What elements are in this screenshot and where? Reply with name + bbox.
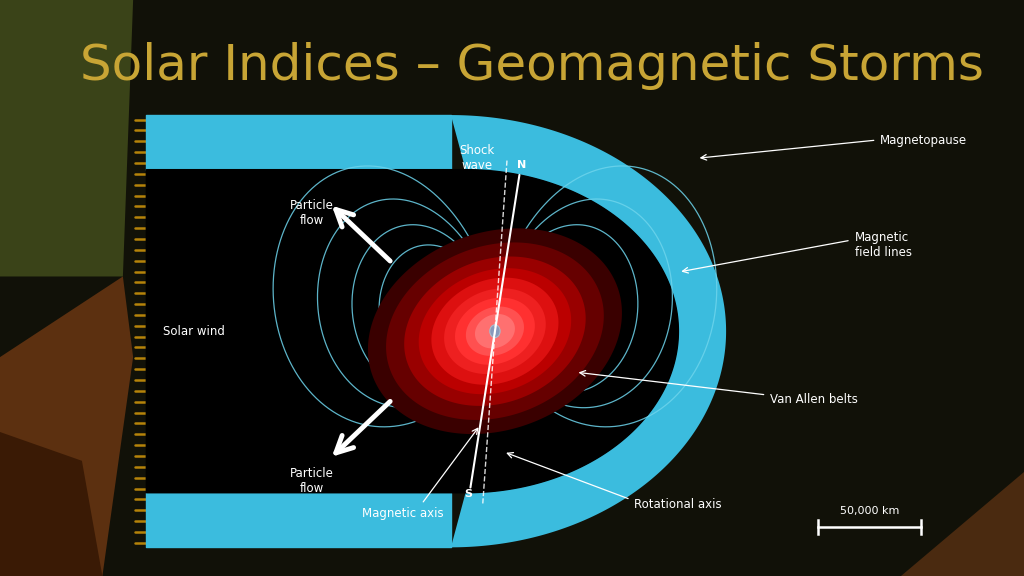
Polygon shape (455, 298, 535, 365)
Polygon shape (466, 306, 524, 356)
Polygon shape (419, 268, 571, 394)
Text: Solar wind: Solar wind (163, 325, 225, 338)
Text: S: S (465, 488, 473, 499)
Polygon shape (431, 278, 558, 385)
Text: Solar Indices – Geomagnetic Storms: Solar Indices – Geomagnetic Storms (81, 42, 984, 90)
Text: Shock
wave: Shock wave (459, 144, 495, 172)
Text: 50,000 km: 50,000 km (840, 506, 899, 516)
Polygon shape (0, 276, 133, 576)
Polygon shape (901, 472, 1024, 576)
Text: Particle
flow: Particle flow (290, 199, 334, 227)
Ellipse shape (489, 325, 500, 338)
Polygon shape (0, 432, 102, 576)
Polygon shape (404, 256, 586, 406)
Polygon shape (368, 228, 622, 434)
Polygon shape (451, 115, 726, 547)
Polygon shape (146, 170, 678, 492)
Text: Magnetic axis: Magnetic axis (362, 507, 444, 520)
Text: Rotational axis: Rotational axis (634, 498, 722, 510)
Text: N: N (517, 160, 526, 170)
Polygon shape (475, 314, 515, 348)
Polygon shape (386, 242, 604, 420)
Polygon shape (0, 0, 133, 276)
Text: Van Allen belts: Van Allen belts (770, 393, 858, 406)
Text: Magnetic
field lines: Magnetic field lines (854, 231, 911, 259)
Text: Particle
flow: Particle flow (290, 467, 334, 495)
Polygon shape (444, 289, 546, 374)
Text: Magnetopause: Magnetopause (881, 134, 968, 146)
